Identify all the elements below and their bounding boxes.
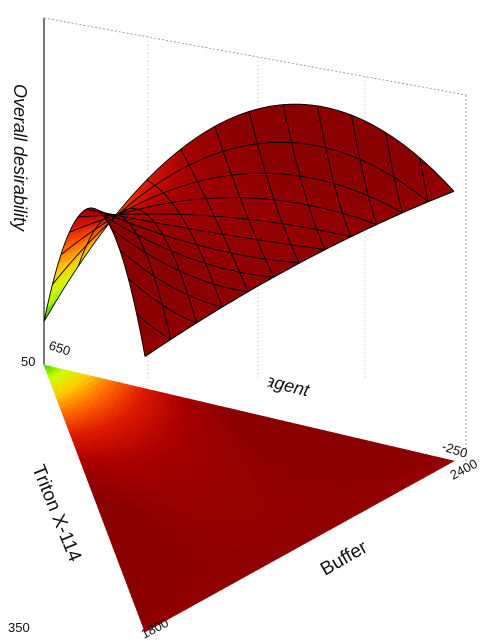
mesh-line bbox=[385, 132, 403, 213]
floor-cell bbox=[374, 498, 383, 505]
floor-cell bbox=[245, 570, 254, 576]
floor-cell bbox=[441, 461, 450, 468]
floor-cell bbox=[168, 612, 177, 619]
floor-cell bbox=[220, 584, 229, 590]
floor-cell bbox=[266, 558, 275, 565]
floor-cell bbox=[214, 587, 224, 593]
mesh-line bbox=[127, 277, 197, 324]
floor-cell bbox=[153, 621, 162, 627]
floor-cell bbox=[415, 476, 424, 482]
floor-cell bbox=[369, 501, 378, 508]
box-frame bbox=[43, 17, 467, 462]
chelating-tick-bottom: -250 bbox=[440, 439, 469, 461]
triton-axis-label: Triton X-114 bbox=[27, 462, 85, 565]
floor-cell bbox=[307, 535, 316, 542]
floor-cell bbox=[271, 555, 280, 562]
floor-cell bbox=[364, 504, 373, 510]
mesh-line bbox=[119, 249, 223, 308]
floor-cell bbox=[297, 541, 306, 547]
floor-cell bbox=[390, 490, 399, 496]
buffer-axis-label: Buffer bbox=[317, 537, 372, 581]
mesh-line bbox=[180, 148, 249, 292]
mesh-line bbox=[146, 179, 223, 308]
floor-cell bbox=[323, 527, 332, 533]
mesh-line bbox=[77, 214, 172, 340]
floor-cell bbox=[410, 478, 419, 485]
floor-cell bbox=[204, 592, 213, 599]
floor-cell bbox=[353, 510, 363, 516]
floor-cell bbox=[359, 507, 368, 513]
floor-cell bbox=[348, 513, 357, 519]
floor-cell bbox=[379, 496, 388, 502]
floor-cell bbox=[328, 524, 337, 530]
floor-cell bbox=[178, 607, 188, 613]
floor-cell bbox=[431, 467, 440, 473]
floor-cell bbox=[189, 601, 198, 607]
mesh-line bbox=[94, 208, 300, 264]
floor-cell bbox=[256, 564, 265, 570]
floor-cell bbox=[158, 618, 167, 624]
mesh-line bbox=[214, 126, 275, 278]
floor-cell bbox=[420, 473, 430, 479]
mesh-line bbox=[85, 208, 326, 251]
mesh-line bbox=[351, 115, 378, 225]
floor-cell bbox=[184, 604, 193, 610]
z-axis-label: Overall desirability bbox=[10, 84, 30, 232]
triton-tick-top: 50 bbox=[21, 354, 35, 369]
floor-cell bbox=[276, 553, 285, 559]
floor-cell bbox=[287, 547, 296, 553]
floor-cell bbox=[446, 458, 455, 465]
chelating-axis-text: Chelating agent bbox=[184, 350, 312, 400]
mesh-line bbox=[316, 105, 352, 237]
contour-floor bbox=[43, 364, 455, 633]
floor-cell bbox=[405, 481, 414, 488]
floor-cell bbox=[436, 464, 445, 470]
floor-cell bbox=[235, 575, 244, 582]
chelating-tick-top: 650 bbox=[47, 338, 72, 359]
floor-cell bbox=[400, 484, 409, 490]
floor-cell bbox=[333, 521, 342, 527]
response-surface bbox=[43, 103, 455, 357]
floor-cell bbox=[317, 530, 327, 536]
back-top-edge bbox=[43, 17, 467, 96]
floor-cell bbox=[225, 581, 234, 587]
floor-cell bbox=[281, 550, 291, 556]
mesh-line bbox=[111, 228, 249, 293]
floor-cell bbox=[209, 590, 218, 596]
mesh-line bbox=[282, 104, 326, 250]
mesh-line bbox=[136, 313, 171, 340]
floor-cell bbox=[426, 470, 435, 476]
mesh-line bbox=[248, 111, 300, 264]
floor-cell bbox=[338, 518, 347, 525]
floor-cell bbox=[250, 567, 260, 573]
floor-cell bbox=[302, 538, 311, 545]
floor-cell bbox=[240, 572, 249, 579]
floor-cell bbox=[173, 610, 182, 616]
floor-cell bbox=[199, 595, 208, 602]
floor-cell bbox=[343, 515, 352, 522]
chelating-axis-label: Chelating agent bbox=[184, 350, 313, 400]
floor-cell bbox=[147, 624, 157, 630]
mesh-line bbox=[419, 157, 429, 202]
mesh-line bbox=[102, 214, 274, 278]
mesh-line bbox=[69, 197, 377, 233]
floor-cell bbox=[292, 544, 301, 550]
floor-cell bbox=[142, 627, 151, 633]
floor-cell bbox=[194, 598, 203, 604]
floor-cell bbox=[163, 615, 172, 622]
surface-rim bbox=[144, 190, 455, 357]
triton-tick-bottom: 350 bbox=[8, 620, 30, 635]
floor-cell bbox=[384, 493, 394, 499]
floor-cell bbox=[261, 561, 270, 567]
floor-cell bbox=[395, 487, 404, 493]
floor-cell bbox=[312, 533, 321, 539]
floor-cell bbox=[230, 578, 239, 584]
